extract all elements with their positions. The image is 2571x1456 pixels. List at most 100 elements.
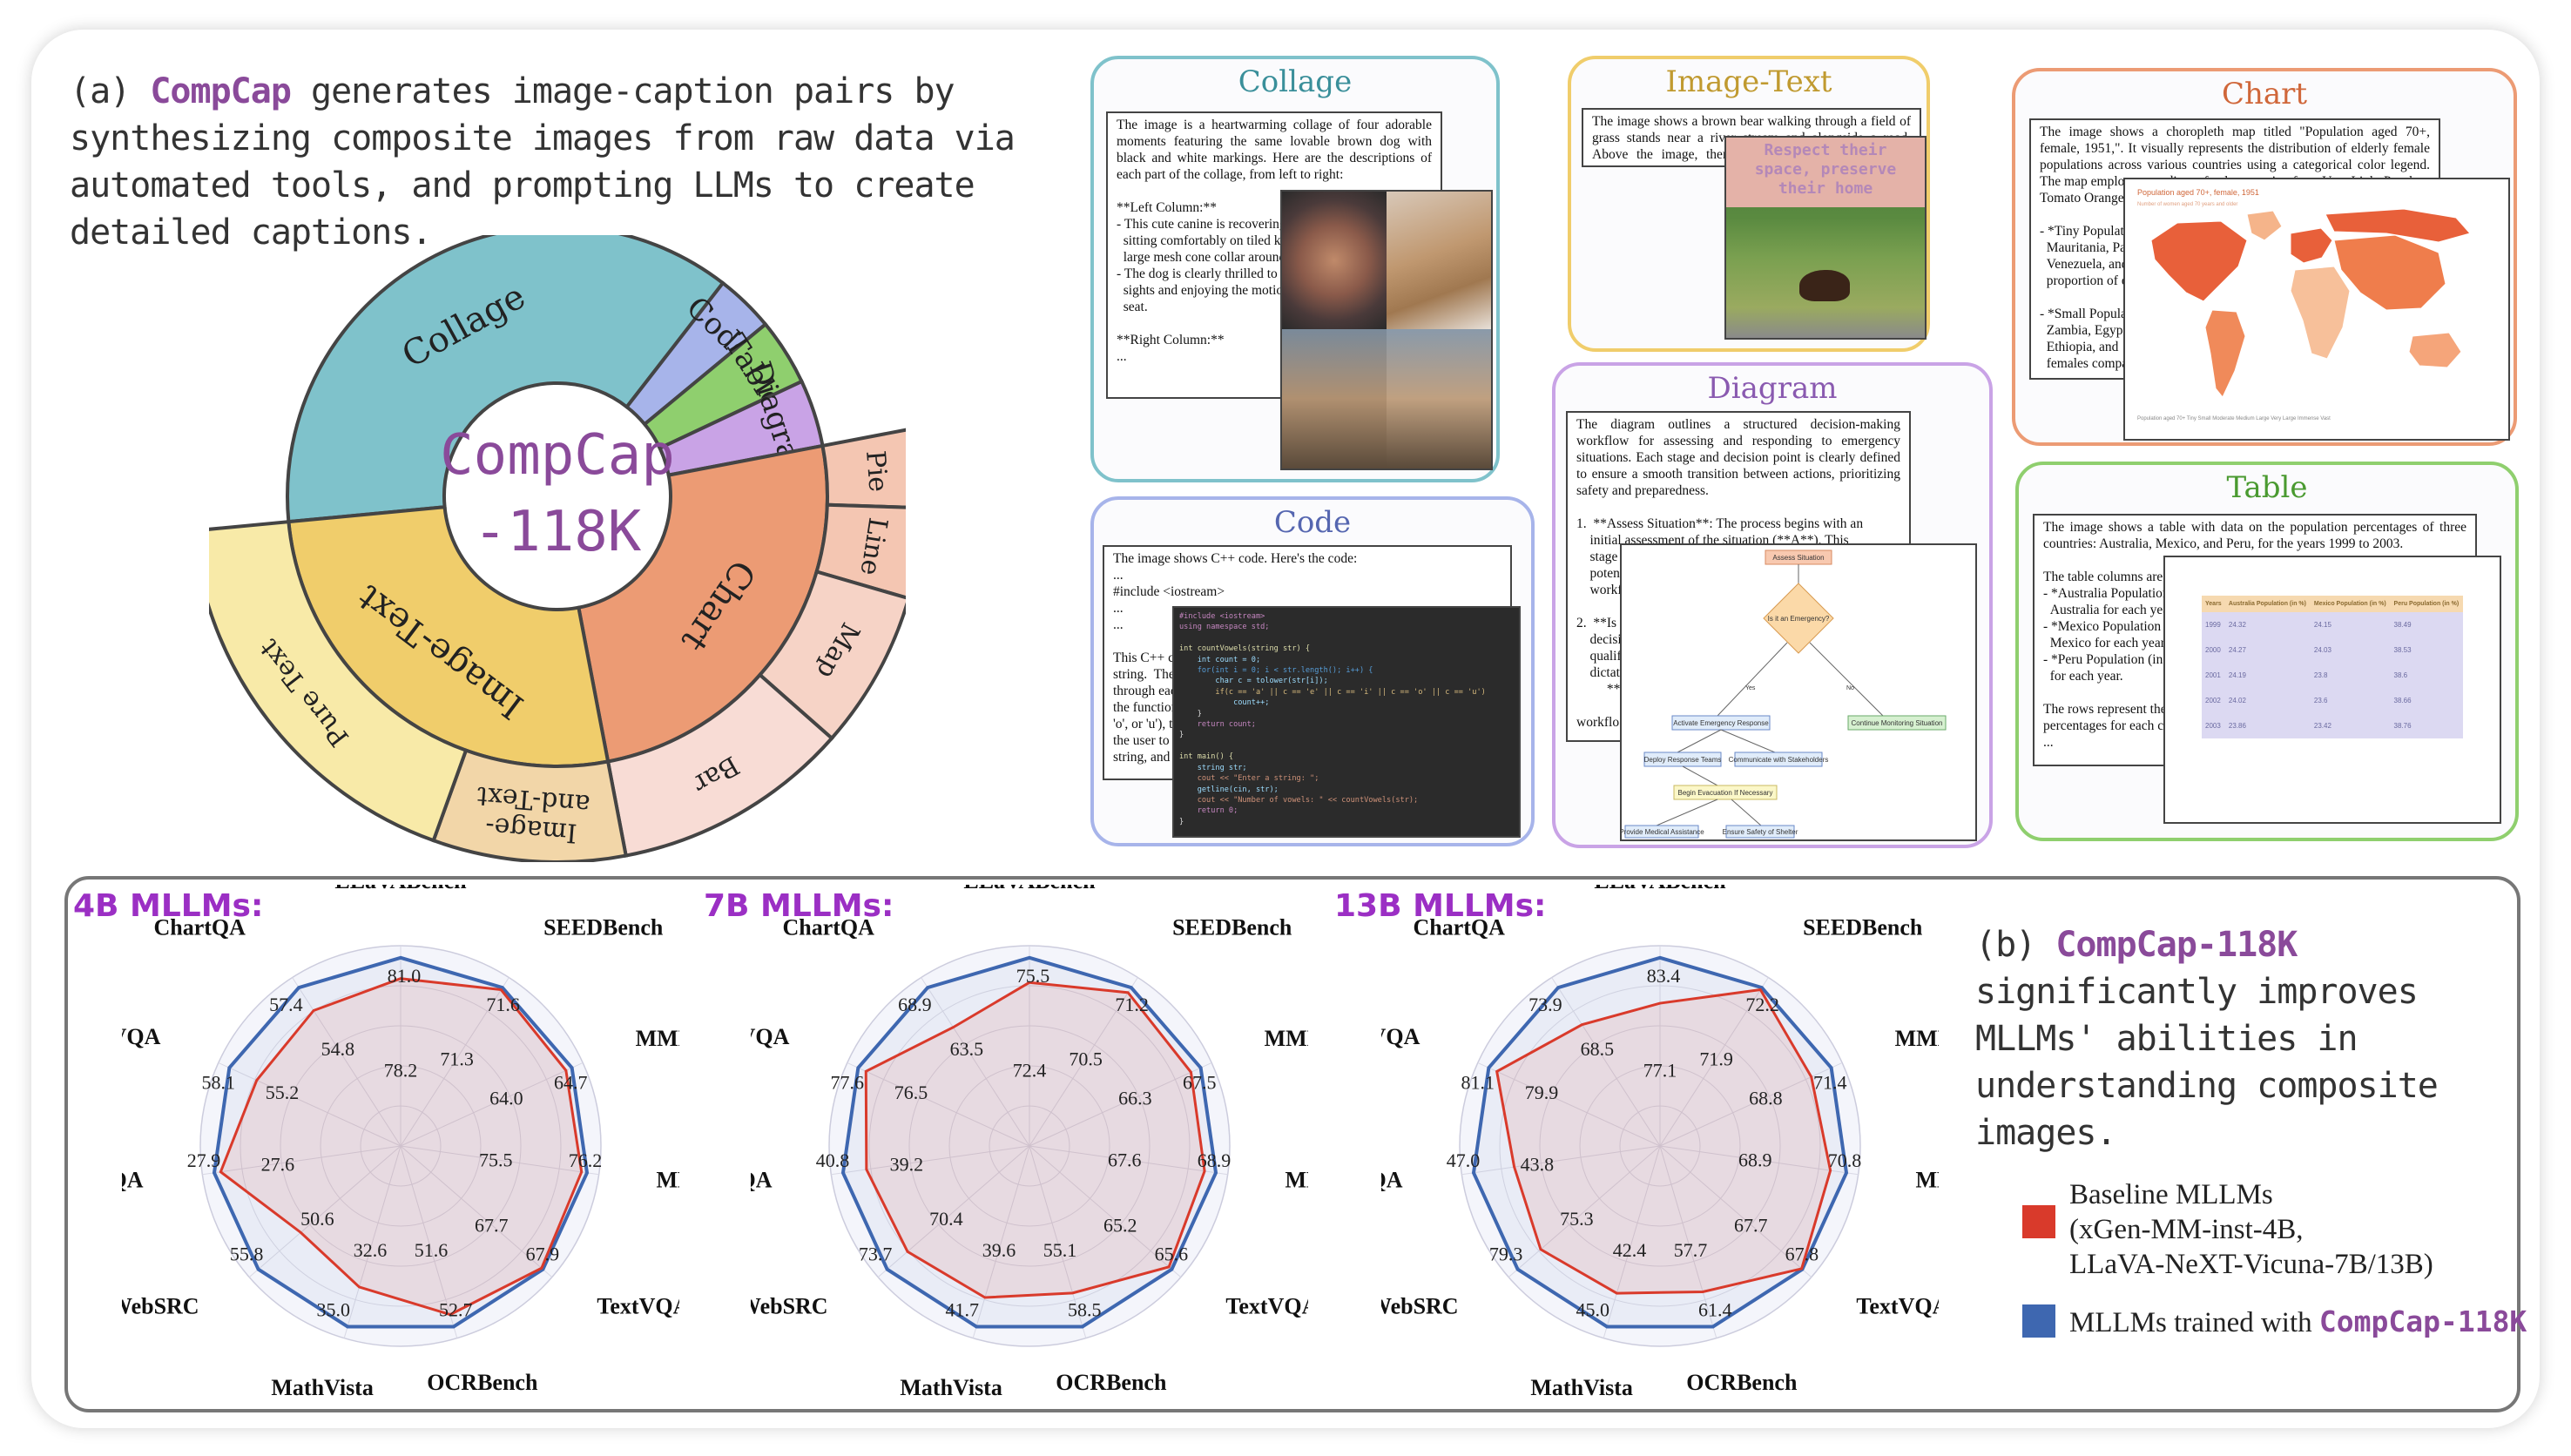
diagram-card-title: Diagram (1707, 371, 1838, 406)
radar-title-4b: 4B MLLMs: (73, 888, 264, 924)
legend-compcap-prefix: MLLMs trained with (2069, 1307, 2319, 1338)
code-line: if(c == 'a' || c == 'e' || c == 'i' || c… (1179, 687, 1486, 697)
flow-deploy-label: Deploy Response Teams (1644, 756, 1722, 764)
radar-axis-label-infovqa: InfoVQA (751, 1167, 773, 1192)
map-region-north-america (2150, 220, 2248, 302)
radar-value-baseline: 65.2 (1103, 1214, 1137, 1236)
radar-spoke (400, 977, 509, 1147)
panel-b-label: (b) (1975, 925, 2056, 965)
code-line: } (1179, 709, 1202, 718)
radar-spoke (1659, 1145, 1812, 1277)
radar-value-baseline: 71.3 (440, 1048, 474, 1069)
radar-axis-label-mathvista: MathVista (271, 1375, 373, 1400)
table-cell: 23.8 (2313, 671, 2328, 679)
radar-value-compcap: 64.7 (554, 1072, 588, 1094)
image-text-card: Image-Text The image shows a brown bear … (1568, 56, 1930, 352)
table-cell: 2003 (2205, 722, 2221, 730)
code-card-title: Code (1273, 505, 1352, 540)
radar-value-baseline: 32.6 (354, 1239, 388, 1261)
radar-value-baseline: 55.2 (266, 1082, 300, 1103)
table-cell: 2001 (2205, 671, 2221, 679)
radar-axis-label-mathvista: MathVista (900, 1375, 1002, 1400)
code-line: cout << "Enter a string: "; (1179, 774, 1319, 784)
population-table: Years Australia Population (in %) Mexico P… (2202, 596, 2463, 738)
radar-axis-label-mme: MME (1265, 1026, 1308, 1051)
radar-value-compcap: 27.9 (187, 1149, 221, 1171)
radar-value-compcap: 58.1 (202, 1072, 235, 1094)
donut-segment-collage (286, 235, 725, 524)
collage-card-title: Collage (1238, 64, 1353, 99)
radar-value-baseline: 76.5 (894, 1082, 928, 1103)
flow-assess-label: Assess Situation (1772, 554, 1824, 562)
code-line: for(int i = 0; i < str.length(); i++) { (1179, 666, 1373, 676)
table-cell: 24.27 (2228, 646, 2246, 654)
radar-value-compcap: 67.9 (526, 1244, 560, 1265)
donut-outer-label-pie: Pie (860, 449, 894, 493)
radar-value-baseline: 57.7 (1674, 1239, 1708, 1261)
radar-value-baseline: 64.0 (489, 1088, 523, 1109)
radar-axis-label-mmbench: MMBench (1285, 1167, 1308, 1192)
radar-value-compcap: 41.7 (946, 1299, 980, 1321)
map-region-africa (2290, 266, 2351, 360)
table-row: 2001 24.19 23.8 38.6 (2202, 663, 2463, 688)
radar-spoke (218, 1062, 402, 1147)
flow-medical-label: Provide Medical Assistance (1620, 828, 1704, 836)
radar-axis-label-chartqa: ChartQA (153, 914, 246, 940)
collage-photo-3 (1282, 329, 1387, 468)
radar-axis-label-seedbench: SEEDBench (1172, 914, 1292, 940)
radar-spoke (1603, 1145, 1661, 1338)
radar-value-baseline: 50.6 (300, 1208, 334, 1230)
code-line: int main() { (1179, 752, 1234, 762)
legend-swatch-compcap (2022, 1304, 2055, 1338)
radar-value-baseline: 75.3 (1560, 1208, 1594, 1230)
radar-value-compcap: 81.1 (1461, 1072, 1495, 1094)
radar-spoke (343, 1145, 402, 1338)
radar-spoke (1029, 1062, 1212, 1147)
radar-spoke (1029, 1145, 1182, 1277)
table-cell: 24.15 (2313, 621, 2331, 629)
code-card: Code The image shows C++ code. Here's th… (1090, 496, 1535, 846)
radar-value-baseline: 55.1 (1043, 1239, 1077, 1261)
code-line: int count = 0; (1179, 655, 1261, 664)
radar-value-baseline: 70.4 (929, 1208, 963, 1230)
radar-axis-label-chartqa: ChartQA (1413, 914, 1505, 940)
radar-axis-label-llavabench: LLaVABench (963, 885, 1096, 893)
collage-image (1280, 190, 1493, 470)
flow-edge-evac-shelter (1731, 799, 1762, 826)
radar-value-baseline: 72.4 (1013, 1060, 1047, 1082)
radar-value-compcap: 71.6 (486, 994, 520, 1015)
radar-axis-label-mathvista: MathVista (1530, 1375, 1632, 1400)
radar-value-baseline: 79.9 (1525, 1082, 1559, 1103)
radar-value-compcap: 75.5 (1016, 965, 1050, 987)
flow-medical-box (1624, 825, 1699, 839)
radar-value-compcap: 70.8 (1828, 1149, 1862, 1171)
panel-a-caption: (a) CompCap generates image-caption pair… (70, 68, 1080, 256)
radar-axis-label-seedbench: SEEDBench (1803, 914, 1923, 940)
radar-axis-label-mme: MME (1895, 1026, 1939, 1051)
map-region-asia (2333, 234, 2446, 311)
code-line: getline(cin, str); (1179, 785, 1279, 794)
radar-axis-label-ocrbench: OCRBench (427, 1370, 538, 1395)
bear-image-overlay-text: Respect their space, preserve their home (1754, 141, 1897, 198)
radar-series-compcap (840, 955, 1218, 1329)
radar-series-baseline (864, 981, 1206, 1299)
radar-value-baseline: 42.4 (1613, 1239, 1647, 1261)
radar-spoke (1508, 1145, 1661, 1277)
radar-value-baseline: 78.2 (384, 1060, 418, 1082)
bear-image: Respect their space, preserve their home (1724, 136, 1927, 340)
radar-value-compcap: 67.8 (1785, 1244, 1819, 1265)
panel-b-name: CompCap-118K (2055, 925, 2298, 965)
table-cell: 38.49 (2393, 621, 2412, 629)
radar-value-baseline: 63.5 (950, 1038, 984, 1060)
code-image: #include <iostream> using namespace std; … (1172, 606, 1521, 838)
radar-axis-label-mmbench: MMBench (1915, 1167, 1939, 1192)
radar-spoke (400, 1145, 458, 1338)
table-cell: 38.66 (2393, 697, 2412, 704)
legend-compcap-name: CompCap-118K (2318, 1304, 2527, 1338)
flow-monitor-box (1847, 715, 1947, 731)
radar-value-compcap: 55.8 (230, 1244, 264, 1265)
collage-card: Collage The image is a heartwarming coll… (1090, 56, 1500, 482)
radar-value-baseline: 68.5 (1581, 1038, 1615, 1060)
radar-spoke (248, 1145, 402, 1277)
radar-axis-label-mme: MME (636, 1026, 679, 1051)
